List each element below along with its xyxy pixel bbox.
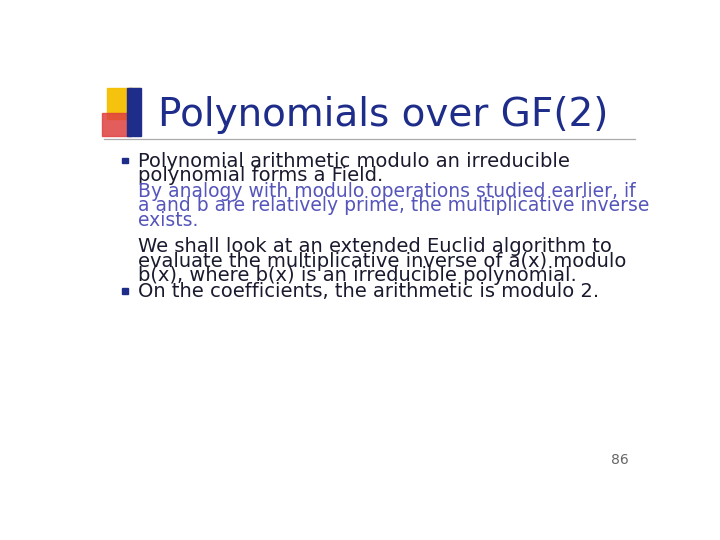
Text: polynomial forms a Field.: polynomial forms a Field. bbox=[138, 166, 383, 185]
Text: 86: 86 bbox=[611, 453, 629, 467]
Text: Polynomial arithmetic modulo an irreducible: Polynomial arithmetic modulo an irreduci… bbox=[138, 152, 570, 171]
Text: b(x), where b(x) is an irreducible polynomial.: b(x), where b(x) is an irreducible polyn… bbox=[138, 266, 577, 285]
Text: exists.: exists. bbox=[138, 211, 199, 230]
FancyBboxPatch shape bbox=[107, 88, 140, 119]
FancyBboxPatch shape bbox=[102, 113, 130, 137]
Text: We shall look at an extended Euclid algorithm to: We shall look at an extended Euclid algo… bbox=[138, 237, 612, 256]
Text: evaluate the multiplicative inverse of a(x) modulo: evaluate the multiplicative inverse of a… bbox=[138, 252, 626, 271]
Text: On the coefficients, the arithmetic is modulo 2.: On the coefficients, the arithmetic is m… bbox=[138, 282, 599, 301]
Bar bbox=[122, 288, 127, 294]
Bar bbox=[122, 158, 127, 163]
Text: a and b are relatively prime, the multiplicative inverse: a and b are relatively prime, the multip… bbox=[138, 196, 649, 215]
Text: By analogy with modulo operations studied earlier, if: By analogy with modulo operations studie… bbox=[138, 181, 636, 200]
Bar bbox=[130, 88, 141, 137]
Text: Polynomials over GF(2): Polynomials over GF(2) bbox=[158, 96, 608, 134]
Bar bbox=[127, 88, 131, 137]
